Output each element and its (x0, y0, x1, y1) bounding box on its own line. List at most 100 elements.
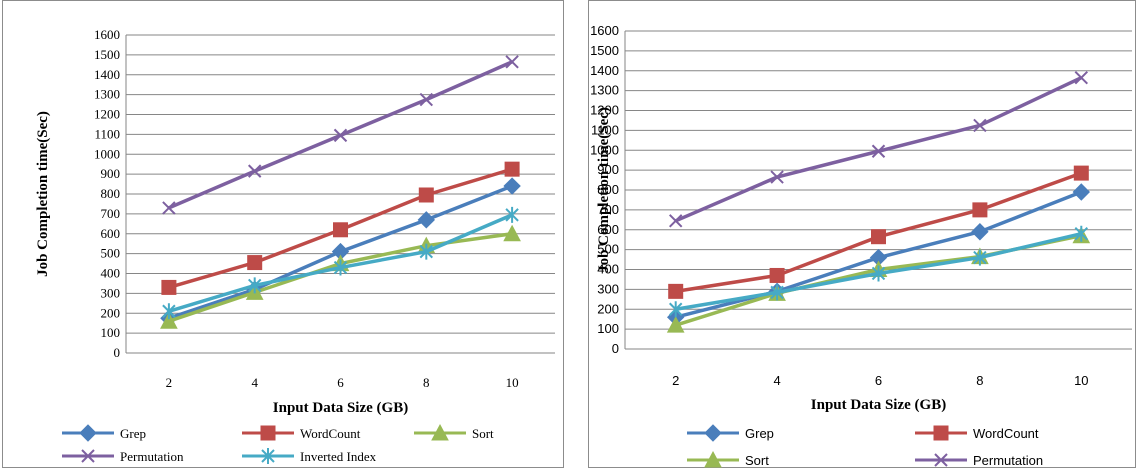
x-tick-label: 4 (773, 373, 780, 388)
y-tick-label: 1600 (590, 23, 619, 38)
x-tick-label: 10 (506, 375, 519, 390)
y-tick-label: 0 (612, 341, 619, 356)
data-point (1074, 225, 1089, 242)
legend-label: Inverted Index (300, 449, 377, 464)
data-point (333, 128, 348, 143)
legend-label: Sort (745, 453, 769, 468)
legend-marker (81, 449, 95, 463)
data-point (505, 55, 519, 69)
x-tick-label: 4 (251, 375, 258, 390)
y-tick-label: 900 (101, 166, 121, 181)
legend-marker (934, 453, 948, 467)
legend-item: Sort (414, 423, 494, 441)
legend-item: Sort (687, 450, 769, 468)
y-axis-title: Job Completion time(Sec) (596, 107, 612, 273)
legend-marker (704, 450, 722, 468)
data-point (971, 223, 989, 241)
data-point (973, 118, 987, 133)
y-tick-label: 500 (597, 242, 619, 257)
x-tick-label: 6 (337, 375, 344, 390)
y-tick-label: 700 (101, 206, 121, 221)
series-permutation (668, 70, 1089, 228)
x-tick-label: 10 (1074, 373, 1088, 388)
data-point (770, 284, 784, 301)
y-tick-label: 400 (597, 262, 619, 277)
y-tick-label: 1400 (94, 67, 120, 82)
data-point (1074, 70, 1089, 85)
x-tick-label: 8 (423, 375, 430, 390)
legend-item: Inverted Index (242, 448, 377, 464)
data-point (769, 267, 785, 283)
data-point (419, 92, 434, 107)
data-point (1072, 183, 1091, 201)
y-tick-label: 1500 (94, 47, 120, 62)
y-tick-label: 200 (101, 305, 121, 320)
data-point (333, 259, 348, 276)
series-inverted-index (668, 225, 1089, 318)
y-tick-label: 800 (597, 182, 619, 197)
data-point (668, 301, 683, 318)
legend-marker (704, 424, 722, 442)
data-point (668, 283, 684, 299)
y-tick-label: 600 (597, 222, 619, 237)
data-point (668, 214, 683, 228)
chart-left: 0 100 200 300 400 500 600 700 800 900 1000 1100 1200… (35, 27, 555, 464)
legend-item: Grep (62, 424, 146, 442)
y-tick-label: 1100 (591, 122, 619, 137)
legend-marker (260, 425, 276, 441)
data-point (503, 177, 521, 195)
y-tick-label: 100 (597, 321, 619, 336)
data-point (973, 249, 987, 266)
legend-marker (261, 448, 275, 464)
series-wordcount (161, 161, 520, 295)
y-tick-label: 100 (101, 325, 121, 340)
y-tick-label: 1600 (94, 27, 120, 42)
chart-panel-right: 0 100 200 300 400 500 600 700 800 900 1000 1100 1200… (588, 0, 1136, 468)
x-axis-title: Input Data Size (GB) (811, 397, 946, 413)
y-tick-label: 700 (597, 202, 619, 217)
legend-label: WordCount (973, 426, 1039, 441)
legend-label: Sort (472, 426, 494, 441)
data-point (503, 224, 521, 242)
y-tick-label: 800 (101, 186, 121, 201)
data-point (162, 303, 176, 320)
data-point (871, 229, 886, 245)
data-point (160, 312, 178, 329)
data-point (871, 265, 886, 282)
legend-label: Grep (120, 426, 146, 441)
y-tick-label: 1000 (94, 146, 120, 161)
data-point (871, 144, 886, 158)
series-wordcount (668, 165, 1089, 299)
series-inverted-index (162, 206, 519, 320)
legend-marker (431, 423, 449, 441)
x-tick-label: 2 (672, 373, 679, 388)
data-point (417, 211, 436, 229)
legend-marker (933, 425, 949, 441)
y-tick-label: 1500 (590, 43, 619, 58)
legend-item: Permutation (62, 449, 184, 464)
y-tick-label: 200 (597, 301, 619, 316)
x-tick-label: 8 (976, 373, 983, 388)
legend-label: WordCount (300, 426, 361, 441)
y-tick-label: 500 (101, 246, 121, 261)
series-line (675, 76, 1083, 223)
data-point (418, 187, 434, 203)
data-point (1073, 165, 1089, 181)
data-point (247, 255, 263, 271)
y-tick-label: 600 (101, 226, 121, 241)
y-tick-label: 0 (114, 345, 121, 360)
y-tick-label: 1200 (590, 103, 619, 118)
chart-right: 0 100 200 300 400 500 600 700 800 900 1000 1100 1200… (590, 23, 1132, 468)
data-point (333, 222, 348, 238)
x-tick-label: 6 (875, 373, 882, 388)
y-tick-label: 300 (597, 281, 619, 296)
y-axis-title: Job Completion time(Sec) (35, 111, 51, 277)
data-point (972, 202, 988, 218)
legend-label: Permutation (973, 453, 1043, 468)
legend-item: WordCount (915, 425, 1039, 441)
legend-item: Permutation (915, 453, 1043, 468)
y-tick-label: 1400 (590, 63, 619, 78)
legend-marker (79, 424, 97, 442)
data-point (247, 277, 262, 294)
legend-label: Grep (745, 426, 774, 441)
